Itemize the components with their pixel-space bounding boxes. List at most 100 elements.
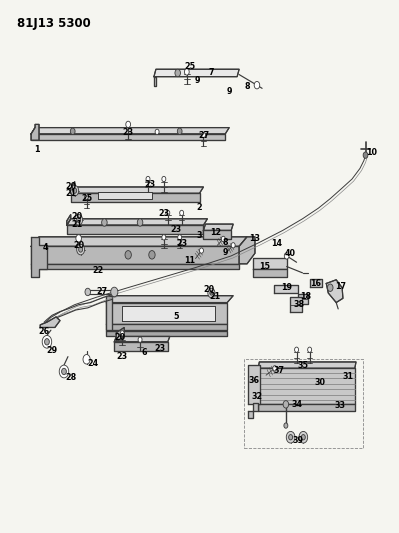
Circle shape [308,347,312,352]
Polygon shape [116,327,124,342]
Circle shape [126,121,130,127]
Polygon shape [310,279,322,287]
Circle shape [284,253,289,259]
Text: 19: 19 [281,283,292,292]
Circle shape [111,287,118,297]
Circle shape [71,185,79,196]
Polygon shape [258,368,355,405]
Circle shape [138,337,142,342]
Text: 39: 39 [292,436,303,445]
Circle shape [146,176,150,182]
Text: 21: 21 [71,220,82,229]
Polygon shape [258,362,356,368]
Circle shape [42,335,52,348]
Circle shape [77,244,85,255]
Circle shape [221,236,225,241]
Circle shape [79,247,83,252]
Text: 8: 8 [222,238,228,247]
Text: 14: 14 [271,239,282,248]
Text: 22: 22 [93,266,104,275]
Text: 9: 9 [195,76,200,85]
Circle shape [175,69,180,77]
Text: 23: 23 [154,344,166,353]
Text: 37: 37 [273,367,284,375]
Polygon shape [71,187,203,193]
Polygon shape [31,264,239,269]
Circle shape [59,365,69,378]
Polygon shape [107,331,227,336]
Circle shape [177,128,182,134]
Text: 27: 27 [198,131,209,140]
Polygon shape [31,237,47,277]
Circle shape [284,423,288,428]
Text: 9: 9 [223,248,228,257]
Polygon shape [114,336,170,342]
Circle shape [178,235,182,240]
Polygon shape [258,405,355,411]
Circle shape [200,248,203,253]
Circle shape [288,434,292,440]
Polygon shape [67,225,203,233]
Text: 33: 33 [335,401,346,410]
Text: 6: 6 [141,348,147,357]
Circle shape [162,176,166,182]
Polygon shape [99,192,152,199]
Circle shape [102,219,107,226]
Text: 12: 12 [210,228,221,237]
Circle shape [283,401,288,408]
Circle shape [85,194,89,199]
Polygon shape [31,246,239,264]
Circle shape [208,288,215,298]
Text: 15: 15 [259,262,271,271]
Circle shape [286,431,295,443]
Circle shape [137,219,143,226]
Text: 27: 27 [97,287,108,296]
Polygon shape [248,365,260,405]
Text: 20: 20 [65,182,76,191]
Circle shape [201,132,205,138]
Polygon shape [71,193,200,202]
Polygon shape [203,224,233,230]
Circle shape [75,215,83,225]
Text: 25: 25 [184,62,195,70]
Polygon shape [253,258,286,269]
Text: 28: 28 [65,373,76,382]
Polygon shape [253,269,286,277]
Polygon shape [326,280,343,303]
Circle shape [294,347,298,352]
Text: 21: 21 [65,189,76,198]
Text: 16: 16 [310,279,321,288]
Circle shape [149,251,155,259]
Text: 8: 8 [244,82,250,91]
Text: 20: 20 [115,333,126,342]
Circle shape [254,82,260,89]
Text: 40: 40 [285,249,296,259]
Text: 5: 5 [173,312,178,321]
Text: 11: 11 [184,256,195,265]
Polygon shape [31,237,247,246]
Polygon shape [107,324,227,330]
Text: 34: 34 [291,400,302,409]
Text: 2: 2 [197,203,202,212]
Text: 31: 31 [343,372,354,381]
Polygon shape [239,237,255,264]
Circle shape [70,128,75,134]
Text: 23: 23 [117,352,128,361]
Circle shape [61,368,66,375]
Circle shape [180,211,184,216]
Text: 13: 13 [249,235,261,244]
Text: 21: 21 [210,292,221,301]
Polygon shape [31,124,39,140]
Circle shape [301,434,305,440]
Text: 20: 20 [204,285,215,294]
Text: 23: 23 [170,225,181,234]
Text: 32: 32 [251,392,263,401]
Circle shape [85,288,91,296]
Text: 36: 36 [249,376,260,385]
Polygon shape [154,77,156,86]
Polygon shape [107,296,113,330]
Text: 35: 35 [298,361,309,370]
Circle shape [45,338,49,345]
Text: 23: 23 [122,128,134,138]
Text: 18: 18 [300,292,311,301]
